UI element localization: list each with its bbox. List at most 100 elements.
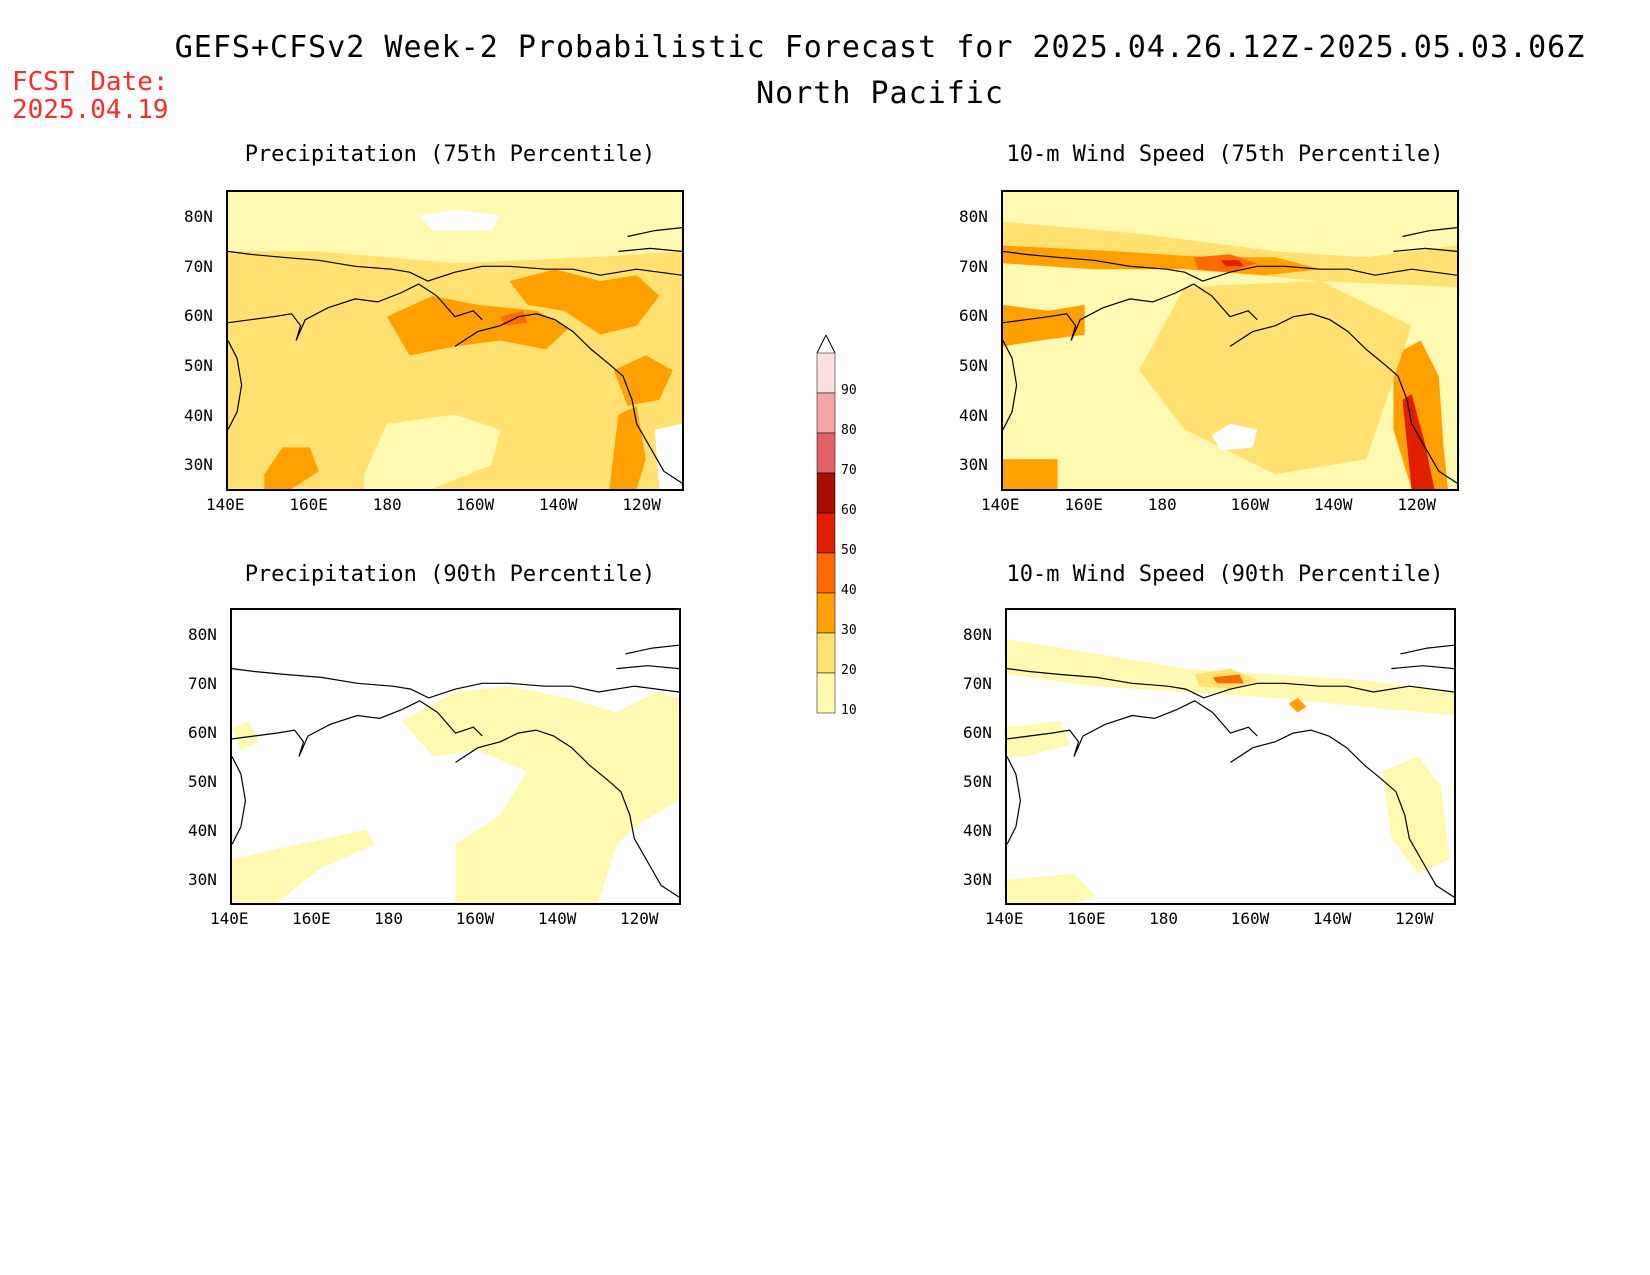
map-wind-75 bbox=[1001, 190, 1459, 491]
lon-tick-label: 180 bbox=[1147, 495, 1177, 514]
colorbar-level-label: 70 bbox=[841, 463, 857, 478]
colorbar-level-label: 60 bbox=[841, 503, 857, 518]
colorbar-level-label: 80 bbox=[841, 423, 857, 438]
lon-tick-label: 140W bbox=[538, 495, 578, 514]
lat-tick-label: 60N bbox=[959, 306, 988, 326]
colorbar-segment bbox=[816, 472, 836, 514]
lon-tick-label: 140W bbox=[1313, 495, 1353, 514]
colorbar-segment bbox=[816, 632, 836, 674]
lon-tick-label: 180 bbox=[372, 495, 402, 514]
lon-tick-label: 120W bbox=[619, 909, 659, 928]
field-mid-arctic bbox=[1003, 221, 1457, 287]
field-light-coast bbox=[1382, 756, 1450, 874]
field-orange-sw bbox=[264, 447, 319, 489]
colorbar-level-label: 20 bbox=[841, 663, 857, 678]
lon-tick-label: 160E bbox=[292, 909, 331, 928]
field-light-main bbox=[401, 686, 679, 903]
lon-tick-label: 180 bbox=[1149, 909, 1179, 928]
panel-title-wind-75: 10-m Wind Speed (75th Percentile) bbox=[1006, 142, 1444, 167]
lat-tick-label: 50N bbox=[188, 771, 217, 791]
lat-tick-label: 40N bbox=[959, 405, 988, 425]
lat-tick-label: 60N bbox=[188, 722, 217, 742]
colorbar-graphic bbox=[816, 333, 836, 714]
lat-tick-label: 30N bbox=[963, 869, 992, 889]
field-white-north bbox=[418, 209, 501, 231]
lat-tick-label: 60N bbox=[184, 306, 213, 326]
lat-tick-label: 70N bbox=[184, 256, 213, 276]
coastline bbox=[1003, 227, 1457, 484]
field-orange-alaska bbox=[509, 269, 660, 335]
field-light-west bbox=[1007, 721, 1070, 757]
panel-title-precip-90: Precipitation (90th Percentile) bbox=[244, 562, 656, 587]
map-field bbox=[1003, 192, 1457, 489]
field-orange-spot bbox=[1288, 697, 1307, 713]
field-light-west bbox=[232, 721, 259, 751]
lat-tick-label: 60N bbox=[963, 722, 992, 742]
colorbar-level-label: 40 bbox=[841, 583, 857, 598]
lat-tick-label: 80N bbox=[188, 624, 217, 644]
lon-tick-label: 120W bbox=[1394, 909, 1434, 928]
coastline bbox=[1007, 644, 1454, 898]
lon-tick-label: 140E bbox=[206, 495, 245, 514]
lon-tick-label: 160E bbox=[1067, 909, 1106, 928]
colorbar-segment bbox=[816, 672, 836, 714]
lat-tick-label: 80N bbox=[963, 624, 992, 644]
colorbar-segment bbox=[816, 512, 836, 554]
lon-tick-label: 160W bbox=[455, 909, 495, 928]
lat-tick-label: 50N bbox=[184, 356, 213, 376]
lat-tick-label: 70N bbox=[188, 673, 217, 693]
lat-tick-label: 40N bbox=[188, 820, 217, 840]
forecast-date-value: 2025.04.19 bbox=[12, 95, 169, 125]
lat-tick-label: 70N bbox=[963, 673, 992, 693]
lon-tick-label: 180 bbox=[374, 909, 404, 928]
field-red-arctic bbox=[1220, 260, 1244, 267]
lon-tick-label: 140E bbox=[210, 909, 249, 928]
colorbar bbox=[805, 333, 865, 735]
field-light-sw bbox=[232, 829, 375, 903]
lon-tick-label: 140W bbox=[1312, 909, 1352, 928]
lat-tick-label: 80N bbox=[184, 207, 213, 227]
colorbar-segment bbox=[816, 432, 836, 474]
field-orange-gulf bbox=[386, 295, 569, 356]
lat-tick-label: 40N bbox=[963, 820, 992, 840]
lon-tick-label: 120W bbox=[1397, 495, 1436, 514]
map-field bbox=[1007, 610, 1454, 903]
lon-tick-label: 160W bbox=[1230, 495, 1270, 514]
colorbar-level-label: 30 bbox=[841, 623, 857, 638]
colorbar-segment bbox=[816, 592, 836, 634]
field-orange-sw bbox=[1003, 459, 1058, 489]
colorbar-segment bbox=[816, 552, 836, 594]
lat-tick-label: 30N bbox=[959, 455, 988, 475]
lon-tick-label: 140E bbox=[985, 909, 1024, 928]
colorbar-segment bbox=[816, 352, 836, 394]
colorbar-level-label: 90 bbox=[841, 383, 857, 398]
lat-tick-label: 30N bbox=[188, 869, 217, 889]
map-field bbox=[228, 192, 682, 489]
lon-tick-label: 140E bbox=[981, 495, 1020, 514]
colorbar-level-label: 50 bbox=[841, 543, 857, 558]
forecast-date-block: FCST Date: 2025.04.19 bbox=[12, 68, 169, 124]
field-white-se bbox=[654, 423, 682, 489]
lon-tick-label: 160W bbox=[455, 495, 495, 514]
lat-tick-label: 30N bbox=[184, 455, 213, 475]
lat-tick-label: 40N bbox=[184, 405, 213, 425]
field-white-south bbox=[1211, 423, 1258, 451]
lon-tick-label: 120W bbox=[622, 495, 661, 514]
lat-tick-label: 70N bbox=[959, 256, 988, 276]
coastline bbox=[232, 644, 679, 898]
figure-subtitle: North Pacific bbox=[756, 76, 1004, 111]
forecast-date-label: FCST Date: bbox=[12, 67, 169, 97]
field-light-sw bbox=[1007, 873, 1097, 903]
lon-tick-label: 160W bbox=[1230, 909, 1270, 928]
lon-tick-label: 160E bbox=[289, 495, 328, 514]
figure-title: GEFS+CFSv2 Week-2 Probabilistic Forecast… bbox=[174, 30, 1586, 65]
map-precip-75 bbox=[226, 190, 684, 491]
colorbar-top-cap bbox=[816, 333, 836, 354]
field-orange-se bbox=[609, 405, 646, 489]
field-orange-coast bbox=[1393, 340, 1448, 489]
panel-title-precip-75: Precipitation (75th Percentile) bbox=[244, 142, 656, 167]
lon-tick-label: 140W bbox=[537, 909, 577, 928]
map-wind-90 bbox=[1005, 608, 1456, 905]
colorbar-segment bbox=[816, 392, 836, 434]
field-light-south bbox=[364, 414, 501, 489]
